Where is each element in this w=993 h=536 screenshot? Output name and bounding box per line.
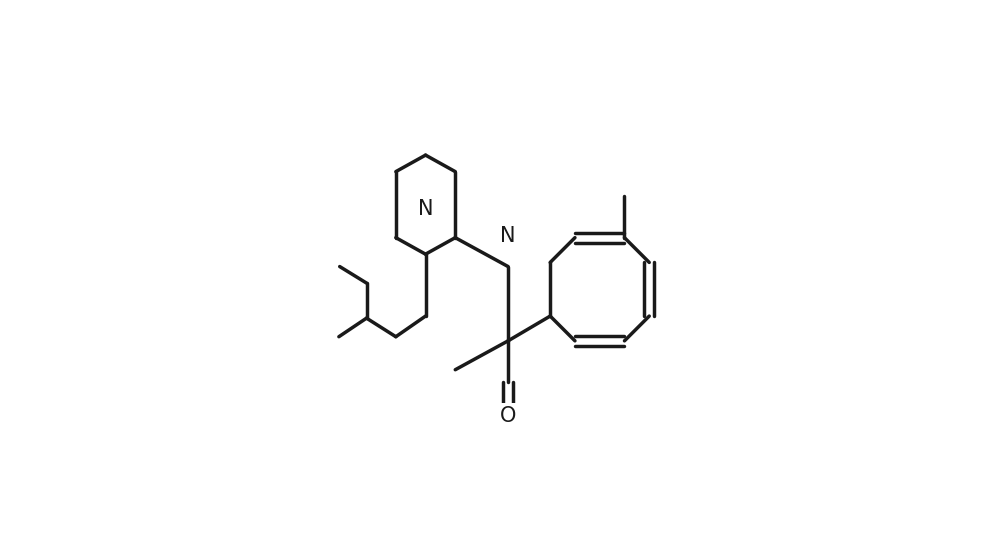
Text: O: O [499, 406, 516, 426]
Text: N: N [418, 199, 433, 219]
Text: N: N [500, 226, 515, 245]
